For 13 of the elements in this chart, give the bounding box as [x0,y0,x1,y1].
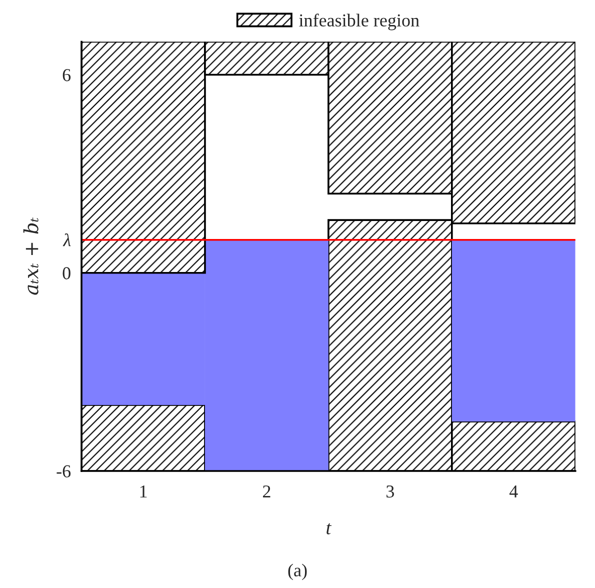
text: (a) [288,564,307,580]
bar [452,240,576,422]
x-tick-label: 4 [509,486,518,498]
y-tick-label: 6 [62,69,71,82]
legend-label: infeasible region [299,14,420,30]
x-tick-label: 1 [140,485,147,498]
x-tick-label: 2 [262,485,270,498]
y-axis-title: aₜxₜ + bₜ [23,218,38,295]
x-tick-label: 3 [386,485,394,498]
x-axis-title: t [326,523,332,534]
y-tick-label: λ [62,233,71,246]
y-tick-label: 0 [62,267,70,280]
y-tick-label: -6 [56,465,71,478]
